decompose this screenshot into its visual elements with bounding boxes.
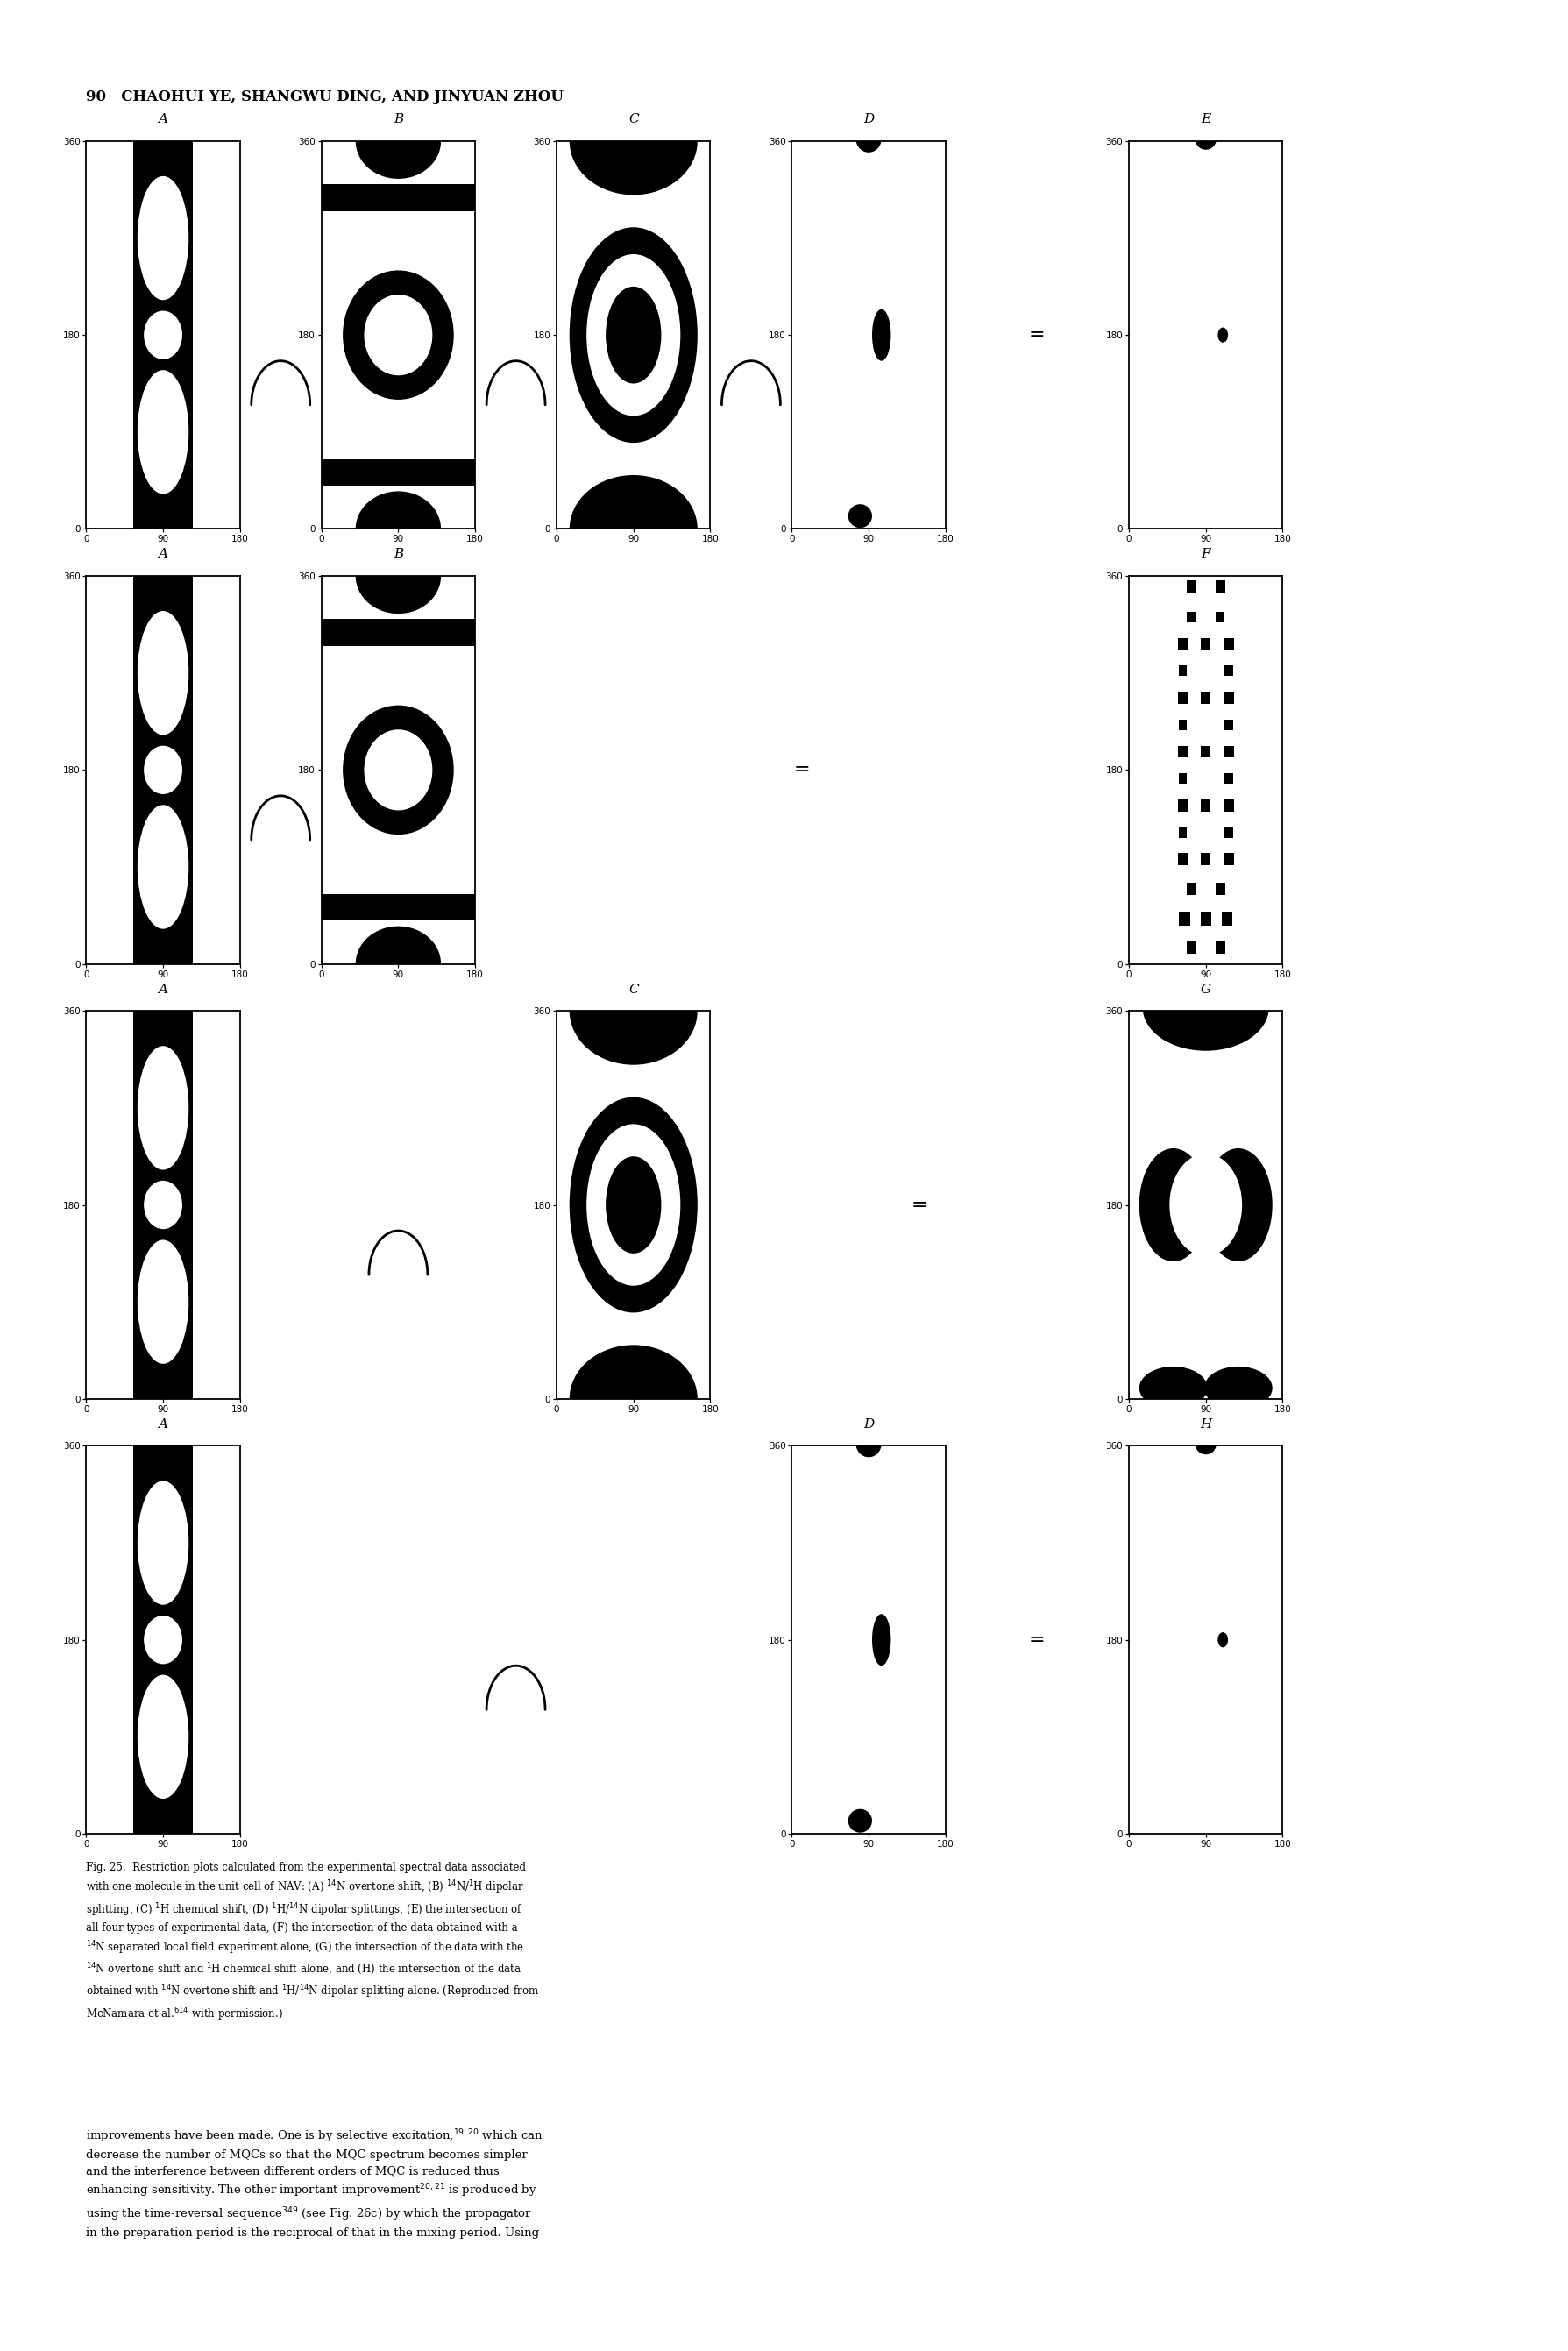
Text: F: F (1201, 548, 1210, 560)
Text: B: B (394, 548, 403, 560)
Ellipse shape (569, 228, 698, 442)
Text: G: G (1201, 983, 1210, 994)
Ellipse shape (1143, 964, 1269, 1051)
Bar (321, 922, 475, 964)
Text: 90   CHAOHUI YE, SHANGWU DING, AND JINYUAN ZHOU: 90 CHAOHUI YE, SHANGWU DING, AND JINYUAN… (86, 89, 564, 103)
Ellipse shape (569, 1345, 698, 1453)
Text: D: D (864, 1418, 873, 1429)
Ellipse shape (1204, 1147, 1272, 1262)
Ellipse shape (364, 294, 433, 376)
Text: A: A (158, 983, 168, 994)
Ellipse shape (138, 1046, 188, 1171)
Text: C: C (629, 983, 638, 994)
Ellipse shape (1204, 1366, 1272, 1411)
Ellipse shape (569, 87, 698, 195)
Ellipse shape (586, 1124, 681, 1286)
Text: =: = (1029, 324, 1046, 346)
Ellipse shape (848, 1808, 872, 1834)
Ellipse shape (872, 308, 891, 360)
Ellipse shape (569, 957, 698, 1065)
Ellipse shape (1140, 1366, 1207, 1411)
Ellipse shape (569, 1098, 698, 1312)
Ellipse shape (605, 1157, 662, 1253)
Text: B: B (394, 113, 403, 125)
Ellipse shape (856, 1429, 881, 1458)
Ellipse shape (356, 103, 441, 179)
Text: E: E (1201, 113, 1210, 125)
Ellipse shape (848, 503, 872, 529)
Bar (321, 212, 475, 458)
Ellipse shape (138, 369, 188, 494)
Ellipse shape (1218, 1632, 1228, 1648)
Text: A: A (158, 1418, 168, 1429)
Ellipse shape (364, 729, 433, 811)
Text: =: = (911, 1194, 928, 1215)
Ellipse shape (1140, 1147, 1207, 1262)
Text: D: D (864, 113, 873, 125)
Ellipse shape (1195, 127, 1217, 150)
Ellipse shape (872, 1615, 891, 1665)
Ellipse shape (856, 125, 881, 153)
Ellipse shape (569, 475, 698, 583)
Ellipse shape (356, 491, 441, 567)
Ellipse shape (1195, 1434, 1217, 1455)
Bar (133, 1011, 193, 1399)
Ellipse shape (144, 745, 182, 795)
Text: Fig. 25.  Restriction plots calculated from the experimental spectral data assoc: Fig. 25. Restriction plots calculated fr… (86, 1862, 539, 2024)
Ellipse shape (138, 176, 188, 301)
Bar (133, 141, 193, 529)
Text: A: A (158, 113, 168, 125)
Ellipse shape (144, 1180, 182, 1230)
Ellipse shape (586, 254, 681, 416)
Bar (133, 576, 193, 964)
Ellipse shape (138, 804, 188, 929)
Ellipse shape (343, 705, 453, 835)
Ellipse shape (138, 611, 188, 736)
Ellipse shape (138, 1674, 188, 1799)
Ellipse shape (138, 1239, 188, 1364)
Text: H: H (1200, 1418, 1212, 1429)
Text: =: = (1029, 1629, 1046, 1650)
Ellipse shape (356, 926, 441, 1002)
Bar (321, 647, 475, 893)
Text: improvements have been made. One is by selective excitation,$^{19,20}$ which can: improvements have been made. One is by s… (86, 2128, 544, 2238)
Bar (321, 141, 475, 183)
Ellipse shape (144, 1615, 182, 1665)
Ellipse shape (605, 287, 662, 383)
Ellipse shape (343, 270, 453, 400)
Ellipse shape (356, 538, 441, 614)
Text: A: A (158, 548, 168, 560)
Ellipse shape (144, 310, 182, 360)
Bar (321, 576, 475, 618)
Ellipse shape (1170, 1154, 1242, 1255)
Ellipse shape (138, 1481, 188, 1606)
Text: =: = (793, 759, 811, 781)
Text: C: C (629, 113, 638, 125)
Bar (321, 487, 475, 529)
Bar (133, 1446, 193, 1834)
Ellipse shape (1218, 327, 1228, 343)
